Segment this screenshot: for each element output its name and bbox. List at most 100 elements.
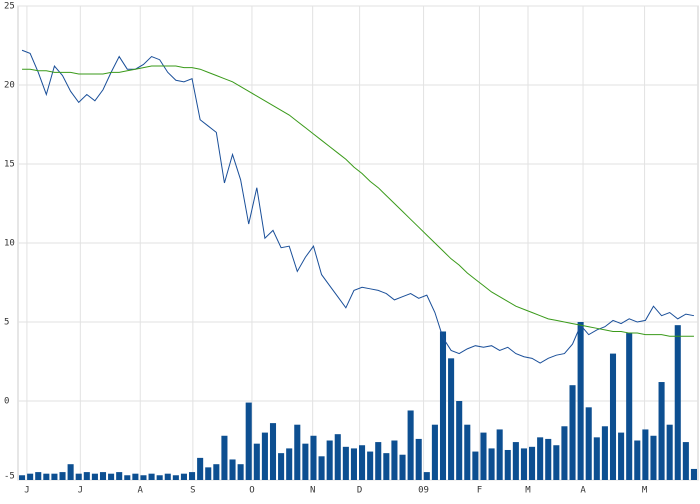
volume-bar xyxy=(19,475,26,480)
volume-bar xyxy=(334,434,341,480)
x-tick-label: N xyxy=(310,486,315,496)
volume-bar xyxy=(496,429,503,480)
volume-bar xyxy=(75,473,82,480)
y-tick-label: 10 xyxy=(4,239,15,249)
volume-bar xyxy=(229,459,236,480)
volume-bar xyxy=(488,448,495,480)
volume-bar xyxy=(237,464,244,480)
volume-bar xyxy=(27,473,34,480)
volume-bar xyxy=(294,424,301,480)
volume-bar xyxy=(456,401,463,480)
volume-bar xyxy=(286,448,293,480)
volume-bar xyxy=(626,333,633,480)
volume-bar xyxy=(569,385,576,480)
volume-bar xyxy=(545,438,552,480)
volume-bar xyxy=(682,442,689,480)
volume-bar xyxy=(326,440,333,480)
volume-bar xyxy=(415,438,422,480)
volume-bar xyxy=(205,467,212,480)
volume-bar xyxy=(132,473,139,480)
volume-bar xyxy=(423,472,430,480)
volume-bar xyxy=(529,446,536,480)
volume-bar xyxy=(634,440,641,480)
volume-bar xyxy=(278,453,285,480)
volume-bar xyxy=(318,456,325,480)
volume-bar xyxy=(67,464,74,480)
volume-bar xyxy=(261,432,268,480)
volume-bar xyxy=(618,432,625,480)
volume-bar xyxy=(245,402,252,480)
volume-bar xyxy=(585,407,592,480)
volume-bar xyxy=(472,451,479,480)
y-tick-label: -5 xyxy=(4,472,15,482)
volume-bar xyxy=(375,442,382,480)
volume-bar xyxy=(51,473,58,480)
volume-bar xyxy=(383,453,390,480)
volume-bar xyxy=(520,448,527,480)
volume-bar xyxy=(658,382,665,480)
volume-bar xyxy=(399,454,406,480)
y-tick-label: 0 xyxy=(4,397,9,407)
volume-bar xyxy=(593,437,600,480)
volume-bar xyxy=(512,442,519,480)
y-tick-label: 20 xyxy=(4,81,15,91)
volume-bar xyxy=(609,353,617,480)
volume-bar xyxy=(124,475,131,480)
volume-bar xyxy=(253,443,260,480)
x-tick-label: M xyxy=(642,486,648,496)
volume-bar xyxy=(91,473,98,480)
volume-bar xyxy=(407,410,414,480)
volume-bar xyxy=(83,472,90,480)
volume-bar xyxy=(601,426,608,480)
volume-bar xyxy=(367,451,374,480)
volume-bar xyxy=(35,472,42,480)
volume-bar xyxy=(148,473,155,480)
volume-bar xyxy=(269,423,277,480)
x-tick-label: A xyxy=(580,486,586,496)
volume-bar xyxy=(108,473,115,480)
volume-bar xyxy=(537,437,544,480)
volume-bar xyxy=(342,446,349,480)
volume-bar xyxy=(391,440,398,480)
series-line xyxy=(22,65,694,337)
x-tick-label: D xyxy=(357,486,362,496)
volume-bar xyxy=(59,472,66,480)
x-tick-label: O xyxy=(249,486,254,496)
volume-bar xyxy=(172,475,179,480)
y-tick-label: 5 xyxy=(4,318,9,328)
volume-bar xyxy=(140,475,147,480)
volume-bar xyxy=(650,435,657,480)
volume-bar xyxy=(180,473,187,480)
volume-bar xyxy=(448,358,455,480)
x-tick-label: A xyxy=(138,486,144,496)
volume-bar xyxy=(99,472,107,480)
volume-bar xyxy=(221,435,228,480)
volume-bar xyxy=(553,445,560,480)
y-tick-label: 25 xyxy=(4,2,15,12)
x-tick-label: M xyxy=(525,486,531,496)
volume-bar xyxy=(164,473,171,480)
volume-bar xyxy=(310,435,317,480)
y-tick-label: 15 xyxy=(4,160,15,170)
x-tick-label: J xyxy=(24,486,29,496)
volume-bar xyxy=(674,325,681,480)
volume-bar xyxy=(350,448,357,480)
volume-bar xyxy=(666,424,673,480)
volume-bar xyxy=(302,443,309,480)
volume-bar xyxy=(504,449,511,480)
x-tick-label: 09 xyxy=(418,486,429,496)
volume-bar xyxy=(439,331,447,480)
volume-bar xyxy=(642,429,649,480)
volume-bar xyxy=(43,473,50,480)
volume-bar xyxy=(116,472,123,480)
volume-bar xyxy=(197,457,204,480)
x-tick-label: S xyxy=(190,486,195,496)
volume-bar xyxy=(213,464,220,480)
volume-bar xyxy=(359,445,366,480)
volume-bar xyxy=(561,426,568,480)
volume-bar xyxy=(431,424,438,480)
x-tick-label: J xyxy=(78,486,83,496)
volume-bar xyxy=(577,322,584,480)
x-tick-label: F xyxy=(477,486,482,496)
volume-bar xyxy=(480,432,487,480)
